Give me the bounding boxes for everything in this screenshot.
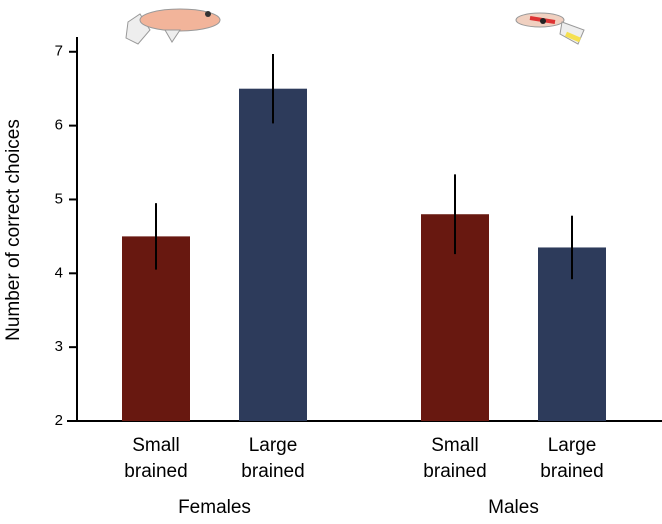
x-tick-label: Large brained <box>540 435 604 482</box>
x-tick-label: Small brained <box>423 435 487 482</box>
x-tick-label: Small brained <box>124 435 188 482</box>
y-axis-label: Number of correct choices <box>3 119 24 341</box>
y-tick-label: 3 <box>55 338 63 355</box>
group-label: Males <box>488 497 539 518</box>
bar <box>239 88 307 421</box>
y-tick-label: 2 <box>55 412 63 429</box>
x-tick-label: Large brained <box>241 435 305 482</box>
y-tick-label: 6 <box>55 117 63 134</box>
female-fish-icon <box>125 8 221 45</box>
group-label: Females <box>178 497 251 518</box>
male-fish-icon <box>515 12 585 45</box>
y-tick-label: 4 <box>55 264 63 281</box>
y-tick-label: 7 <box>55 43 63 60</box>
y-tick-label: 5 <box>55 190 63 207</box>
